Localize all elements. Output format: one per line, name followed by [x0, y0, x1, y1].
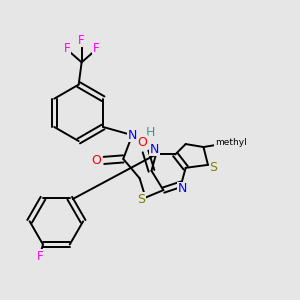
Text: O: O: [138, 136, 148, 149]
Text: F: F: [93, 42, 100, 56]
Text: N: N: [150, 142, 159, 156]
Text: N: N: [128, 129, 137, 142]
Text: O: O: [92, 154, 101, 167]
Text: S: S: [137, 193, 145, 206]
Text: F: F: [64, 42, 70, 56]
Text: F: F: [37, 250, 43, 263]
Text: F: F: [78, 34, 85, 46]
Text: H: H: [145, 126, 155, 139]
Text: methyl: methyl: [215, 138, 247, 147]
Text: N: N: [178, 182, 188, 195]
Text: S: S: [209, 161, 217, 174]
